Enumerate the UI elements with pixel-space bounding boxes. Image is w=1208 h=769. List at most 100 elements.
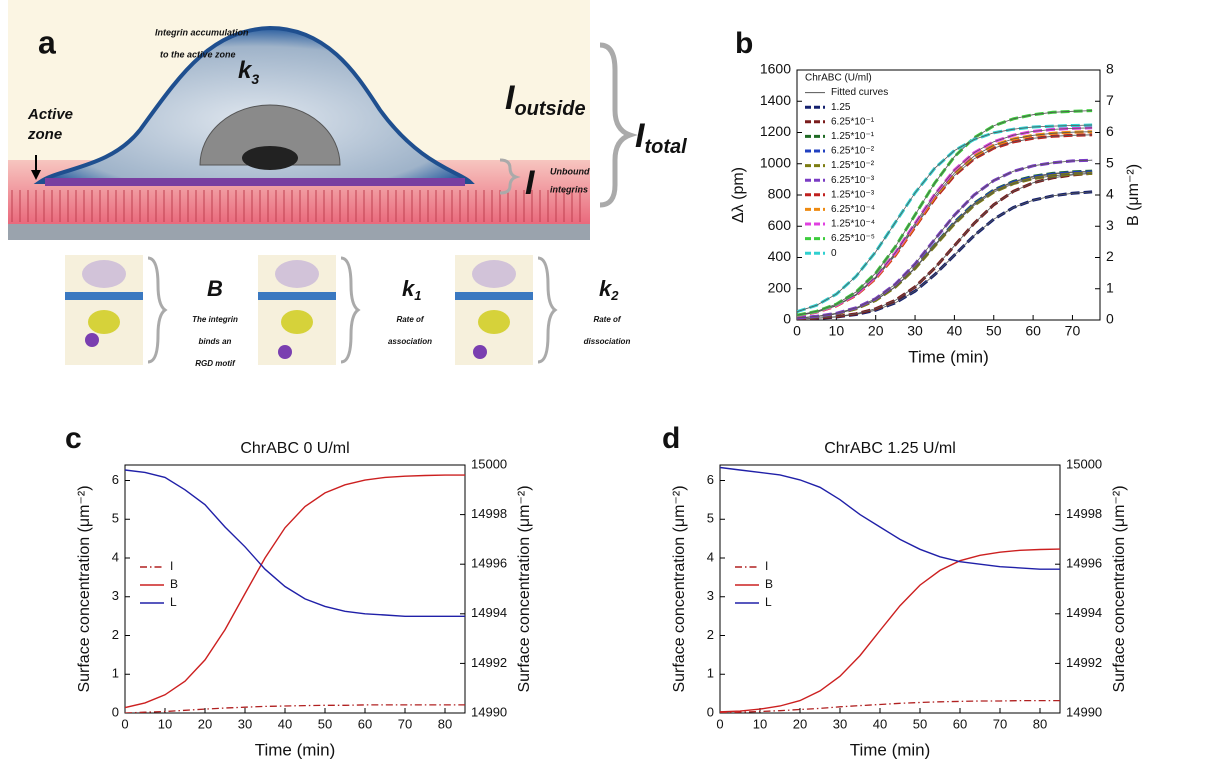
y2-tick-label: 14990 <box>471 704 507 719</box>
annotation: Active <box>27 106 73 123</box>
pool-label: I <box>525 164 536 202</box>
x-tick-label: 70 <box>398 716 412 731</box>
pool-label: Ioutside <box>505 79 586 120</box>
x-tick-label: 50 <box>318 716 332 731</box>
legend-label: 6.25*10⁻⁴ <box>831 204 875 215</box>
legend-label: B <box>170 577 178 591</box>
rgd <box>85 333 99 347</box>
y-tick-label: 6 <box>112 472 119 487</box>
legend-label: I <box>765 559 768 573</box>
y2-tick-label: 14990 <box>1066 704 1102 719</box>
x-tick-label: 0 <box>716 716 723 731</box>
annotation: The integrin <box>192 315 238 324</box>
pool-label: Itotal <box>635 117 687 158</box>
panel-a: a Integrin accumulation to the active zo… <box>8 0 687 368</box>
annotation: zone <box>27 126 62 143</box>
plot-frame <box>719 464 1061 714</box>
y-tick-label: 2 <box>707 627 714 642</box>
y-tick-label: 3 <box>707 588 714 603</box>
legend-label: L <box>765 595 772 609</box>
fitted-curve <box>797 159 1093 319</box>
y2-tick-label: 14992 <box>471 655 507 670</box>
fitted-curve <box>797 173 1093 319</box>
protein <box>275 260 319 288</box>
y2-axis-label: Surface concentration (μm⁻²) <box>516 485 533 692</box>
y2-tick-label: 14992 <box>1066 655 1102 670</box>
subscript: 2 <box>610 288 619 303</box>
y-tick-label: 3 <box>112 588 119 603</box>
legend-label: 6.25*10⁻³ <box>831 175 875 186</box>
legend-label: B <box>765 577 773 591</box>
rgd <box>473 345 487 359</box>
annotation: association <box>388 337 432 346</box>
symbol: k <box>599 276 613 301</box>
annotation: Rate of <box>396 315 424 324</box>
y-tick-label: 1200 <box>760 123 791 139</box>
state-symbol: k1 <box>402 276 421 304</box>
series-line <box>720 699 1060 713</box>
chart-title: ChrABC 1.25 U/ml <box>824 440 956 457</box>
y-tick-label: 1 <box>707 666 714 681</box>
legend-label: 1.25*10⁻¹ <box>831 131 875 142</box>
state-symbol: k2 <box>599 276 619 304</box>
x-tick-label: 70 <box>1065 323 1081 339</box>
series-line <box>125 704 465 713</box>
protein <box>472 260 516 288</box>
fitted-curve <box>797 172 1093 320</box>
x-tick-label: 40 <box>947 323 963 339</box>
legend-label: L <box>170 595 177 609</box>
rgd <box>278 345 292 359</box>
y-tick-label: 5 <box>112 511 119 526</box>
y-axis-label: Surface concentration (μm⁻²) <box>76 485 93 692</box>
plot-frame <box>796 69 1101 321</box>
fitted-curve <box>797 124 1093 313</box>
y2-tick-label: 14998 <box>471 506 507 521</box>
series-line <box>125 474 465 709</box>
symbol: B <box>207 276 223 301</box>
y2-tick-label: 1 <box>1106 279 1114 295</box>
fitted-curve <box>797 127 1093 316</box>
arrowhead <box>31 170 41 180</box>
y2-tick-label: 2 <box>1106 248 1114 264</box>
chart-title: ChrABC 0 U/ml <box>240 440 349 457</box>
integrin <box>478 310 510 334</box>
y-tick-label: 5 <box>707 511 714 526</box>
x-axis-label: Time (min) <box>850 740 931 759</box>
legend-label: 0 <box>831 248 837 259</box>
nucleus-core <box>242 146 298 170</box>
brace <box>499 158 521 195</box>
x-tick-label: 40 <box>873 716 887 731</box>
x-tick-label: 10 <box>158 716 172 731</box>
x-tick-label: 20 <box>198 716 212 731</box>
y-tick-label: 4 <box>112 549 119 564</box>
legend-label: 6.25*10⁻² <box>831 146 875 157</box>
y2-tick-label: 14998 <box>1066 506 1102 521</box>
x-tick-label: 20 <box>868 323 884 339</box>
y-axis-label: Δλ (pm) <box>730 167 747 223</box>
substrate <box>8 224 590 240</box>
legend-label: 1.25*10⁻³ <box>831 189 875 200</box>
integrin <box>281 310 313 334</box>
y-tick-label: 800 <box>768 186 792 202</box>
panel-label: b <box>735 27 753 60</box>
plot-frame <box>124 464 466 714</box>
legend-title: ChrABC (U/ml) <box>805 73 872 84</box>
y-tick-label: 1000 <box>760 154 791 170</box>
x-tick-label: 30 <box>238 716 252 731</box>
x-tick-label: 70 <box>993 716 1007 731</box>
legend-label: 1.25 <box>831 102 851 113</box>
annotation: integrins <box>550 184 588 194</box>
series-line <box>125 469 465 617</box>
annotation: RGD motif <box>195 359 236 368</box>
legend-label: I <box>170 559 173 573</box>
x-axis-label: Time (min) <box>255 740 336 759</box>
y2-tick-label: 4 <box>1106 186 1114 202</box>
annotation: Unbound <box>550 166 590 176</box>
y2-tick-label: 3 <box>1106 217 1114 233</box>
series-line <box>720 466 1060 570</box>
y-tick-label: 0 <box>112 704 119 719</box>
panel-label: d <box>662 422 680 455</box>
y-tick-label: 0 <box>783 311 791 327</box>
nucleus <box>199 104 341 166</box>
